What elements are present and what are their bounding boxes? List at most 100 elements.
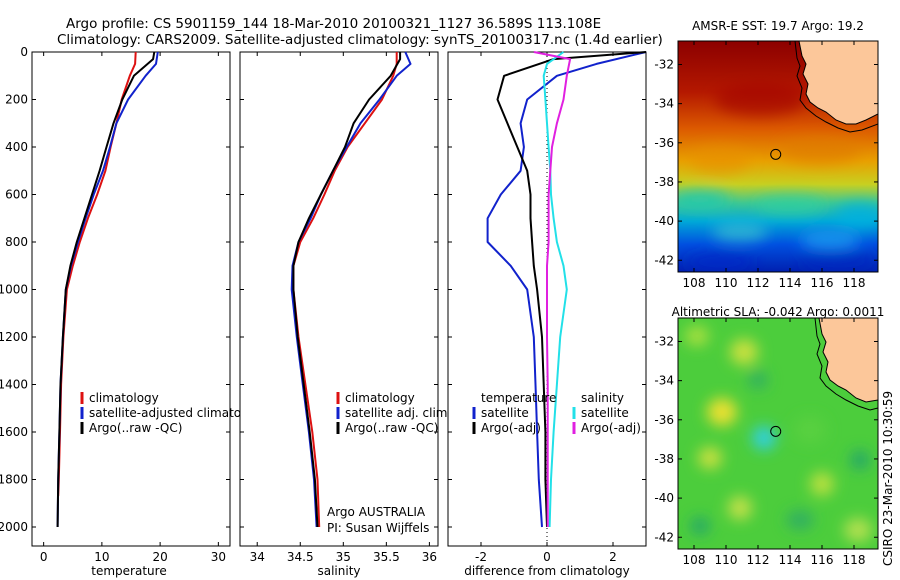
figure-title-line1: Argo profile: CS 5901159_144 18-Mar-2010… [66, 16, 601, 32]
x-tick-label: 0 [543, 550, 551, 564]
x-tick-label: 20 [152, 550, 167, 564]
legend-label-temp-argo: Argo(-adj) [481, 421, 541, 435]
y-tick-label: -38 [654, 175, 674, 189]
series-line [542, 51, 568, 528]
sla-field-texture [685, 326, 872, 542]
series-line [496, 51, 647, 528]
legend-label-satellite: satellite adj. clim. [345, 406, 451, 420]
salinity-x-axis: 34 34.5 35 35.5 36 [250, 52, 437, 564]
annotation-pi-name: PI: Susan Wijffels [327, 521, 429, 535]
legend-title-salinity: salinity [581, 391, 624, 405]
temperature-x-axis: 0 10 20 30 [40, 52, 226, 564]
y-tick-label: -34 [654, 374, 674, 388]
sla-map: Altimetric SLA: -0.042 Argo: 0.0011 [654, 305, 884, 567]
y-tick-label: -40 [654, 491, 674, 505]
y-tick-label: 600 [5, 188, 28, 202]
x-tick-label: 108 [683, 276, 706, 290]
x-tick-label: 2 [609, 550, 617, 564]
y-tick-label: 1400 [0, 378, 28, 392]
series-line [533, 51, 572, 527]
y-tick-label: -36 [654, 136, 674, 150]
y-tick-label: 1600 [0, 425, 28, 439]
legend-label-sal-satellite: satellite [581, 406, 629, 420]
series-line [486, 51, 647, 528]
y-tick-label: 800 [5, 235, 28, 249]
y-tick-label: -36 [654, 413, 674, 427]
x-tick-label: 116 [811, 276, 834, 290]
difference-lines [486, 51, 647, 528]
y-tick-label: 0 [20, 45, 28, 59]
y-tick-label: -42 [654, 253, 674, 267]
sla-axes-box [677, 317, 879, 550]
x-tick-label: 118 [843, 553, 866, 567]
sst-map: AMSR-E SST: 19.7 Argo: 19.2 108 110 112 114… [654, 19, 879, 290]
x-tick-label: 35 [336, 550, 351, 564]
temperature-xlabel: temperature [91, 564, 166, 578]
x-tick-label: 114 [779, 276, 802, 290]
y-tick-label: 2000 [0, 520, 28, 534]
salinity-axes-box [239, 51, 439, 547]
sla-landmass [818, 318, 878, 403]
difference-xlabel: difference from climatology [464, 564, 630, 578]
difference-y-ticks [448, 51, 646, 528]
legend-label-satellite: satellite-adjusted climatology [89, 406, 267, 420]
salinity-xlabel: salinity [317, 564, 360, 578]
y-tick-label: 200 [5, 93, 28, 107]
y-tick-label: -40 [654, 214, 674, 228]
salinity-lines [290, 51, 412, 528]
x-tick-label: 34 [250, 550, 265, 564]
y-tick-label: 1000 [0, 283, 28, 297]
x-tick-label: 34.5 [287, 550, 314, 564]
salinity-legend: climatology satellite adj. clim. Argo(..… [336, 391, 451, 435]
x-tick-label: 35.5 [373, 550, 400, 564]
legend-label-climatology: climatology [89, 391, 159, 405]
x-tick-label: 112 [747, 276, 770, 290]
sst-landmass [798, 41, 878, 125]
sla-axis-ticks: 108 110 112 114 116 118 -32 -34 -36 -38 -40 -42 [654, 318, 878, 567]
x-tick-label: 114 [779, 553, 802, 567]
series-line [292, 52, 402, 528]
difference-profile-chart: -2 0 2 difference from climatology tempera… [447, 51, 647, 578]
legend-label-temp-satellite: satellite [481, 406, 529, 420]
legend-label-climatology: climatology [345, 391, 415, 405]
temperature-profile-chart: 0 200 400 600 800 1000 1200 1400 1600 1800 2000 0 1… [0, 45, 267, 578]
sla-map-title: Altimetric SLA: -0.042 Argo: 0.0011 [672, 305, 885, 319]
series-line [56, 51, 156, 528]
figure-title-line2: Climatology: CARS2009. Satellite-adjuste… [57, 32, 663, 48]
argo-location-marker [770, 425, 782, 437]
x-tick-label: 10 [94, 550, 109, 564]
sst-axes-box [677, 40, 879, 273]
y-tick-label: 1200 [0, 330, 28, 344]
salinity-profile-chart: 34 34.5 35 35.5 36 salinity climatology sate… [239, 51, 451, 578]
x-tick-label: 112 [747, 553, 770, 567]
legend-title-temperature: temperature [481, 391, 556, 405]
temperature-lines [56, 51, 159, 528]
temperature-axes-box [31, 51, 231, 547]
difference-legend: temperature satellite Argo(-adj) salinit… [472, 391, 641, 435]
salinity-y-ticks [240, 51, 438, 528]
x-tick-label: 108 [683, 553, 706, 567]
argo-location-marker [770, 148, 782, 160]
annotation-argo-australia: Argo AUSTRALIA [327, 505, 426, 519]
x-tick-label: 0 [40, 550, 48, 564]
x-tick-label: 118 [843, 276, 866, 290]
y-tick-label: 1800 [0, 473, 28, 487]
legend-label-sal-argo: Argo(-adj) [581, 421, 641, 435]
x-tick-label: 116 [811, 553, 834, 567]
x-tick-label: 30 [211, 550, 226, 564]
x-tick-label: 36 [422, 550, 437, 564]
y-tick-label: -38 [654, 452, 674, 466]
sst-axis-ticks: 108 110 112 114 116 118 -32 -34 -36 -38 -40 -42 [654, 41, 878, 290]
y-tick-label: -42 [654, 530, 674, 544]
legend-label-argo: Argo(..raw -QC) [345, 421, 438, 435]
x-tick-label: 110 [715, 276, 738, 290]
y-tick-label: -34 [654, 97, 674, 111]
legend-label-argo: Argo(..raw -QC) [89, 421, 182, 435]
y-tick-label: 400 [5, 140, 28, 154]
sst-field-texture [678, 84, 878, 270]
x-tick-label: -2 [475, 550, 487, 564]
sla-contour [814, 318, 878, 411]
temperature-legend: climatology satellite-adjusted climatolo… [80, 391, 267, 435]
sst-contour [794, 41, 878, 133]
